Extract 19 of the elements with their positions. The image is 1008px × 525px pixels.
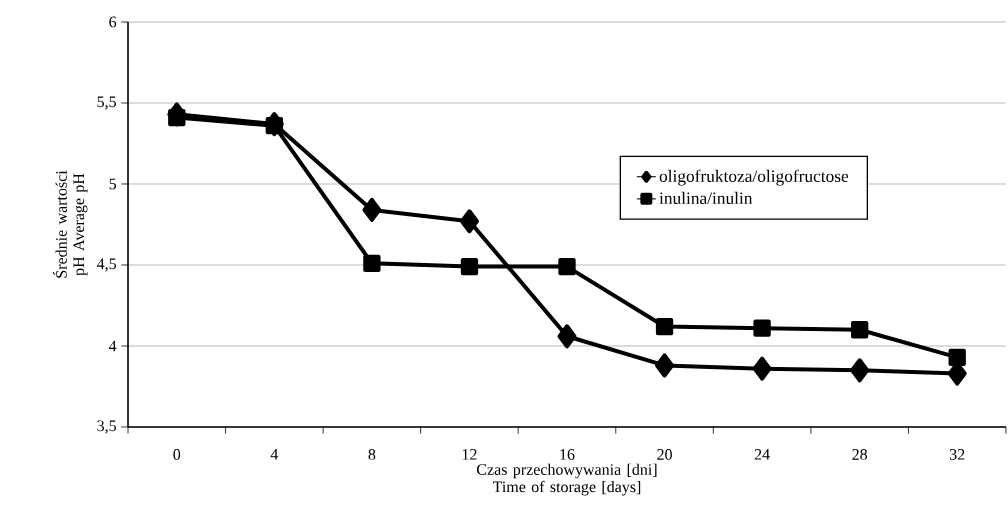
legend-label: inulina/inulin <box>659 191 753 205</box>
x-tick-label: 8 <box>368 449 376 460</box>
y-tick-label: 6 <box>109 16 117 28</box>
y-tick-label: 4 <box>108 340 117 352</box>
x-axis-title: Czas przechowywania [dni] Time of storage [days] <box>477 463 657 496</box>
x-tick-label: 4 <box>270 449 279 460</box>
y-tick-label: 5 <box>109 178 117 190</box>
x-tick-label: 0 <box>173 449 181 460</box>
y-tick-label: 4,5 <box>96 258 117 272</box>
legend-label: oligofruktoza/oligofructose <box>659 169 849 186</box>
x-tick-label: 32 <box>949 449 965 460</box>
x-tick-label: 24 <box>754 449 770 460</box>
y-axis-title: Średnie wartości pH Average pH <box>52 170 88 278</box>
x-tick-label: 20 <box>657 449 672 460</box>
x-tick-label: 16 <box>560 449 575 460</box>
x-tick-label: 12 <box>462 449 477 460</box>
y-tick-label: 5,5 <box>97 96 117 110</box>
y-tick-label: 3,5 <box>97 420 117 434</box>
x-tick-label: 28 <box>852 449 868 460</box>
